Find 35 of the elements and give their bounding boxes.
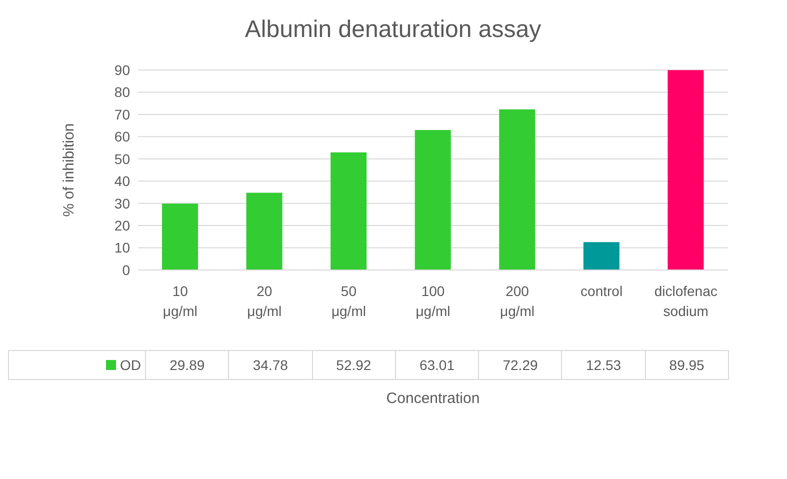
y-tick-label: 40 xyxy=(114,173,130,190)
data-label: 72.29 xyxy=(478,350,562,380)
bar xyxy=(583,242,620,270)
y-tick-label: 50 xyxy=(114,150,130,167)
legend-label: OD xyxy=(8,350,146,380)
bar xyxy=(668,70,704,270)
x-tick-label: 20 μg/ml xyxy=(247,283,282,319)
x-tick-label: 50 μg/ml xyxy=(331,283,366,319)
y-tick-label: 60 xyxy=(114,128,130,145)
bar xyxy=(246,192,282,270)
data-label: 12.53 xyxy=(562,350,646,380)
y-tick-label: 20 xyxy=(114,218,130,234)
x-tick-label: control xyxy=(580,283,623,299)
bar xyxy=(330,152,367,270)
y-tick-label: 0 xyxy=(122,262,130,278)
data-label: 89.95 xyxy=(645,350,728,380)
y-tick-label: 80 xyxy=(114,84,130,100)
y-tick-label: 10 xyxy=(114,240,130,256)
x-axis-title: Concentration xyxy=(385,390,481,407)
y-tick-label: 90 xyxy=(114,62,130,78)
data-label: 63.01 xyxy=(395,350,479,380)
x-tick-label: diclofenac sodium xyxy=(654,283,718,319)
x-tick-label: 100 μg/ml xyxy=(416,283,450,319)
x-tick-label: 200 μg/ml xyxy=(500,283,535,319)
data-label: 52.92 xyxy=(312,350,396,380)
data-label: 34.78 xyxy=(228,350,312,380)
bar xyxy=(499,109,536,270)
y-tick-label: 30 xyxy=(114,195,130,212)
bar xyxy=(414,130,451,270)
y-axis-title: % of inhibition xyxy=(60,123,78,217)
y-tick-label: 70 xyxy=(114,106,130,122)
data-label: 29.89 xyxy=(146,350,229,380)
x-tick-label: 10 μg/ml xyxy=(162,283,198,319)
bar xyxy=(162,204,198,270)
chart-title: Albumin denaturation assay xyxy=(244,16,542,44)
